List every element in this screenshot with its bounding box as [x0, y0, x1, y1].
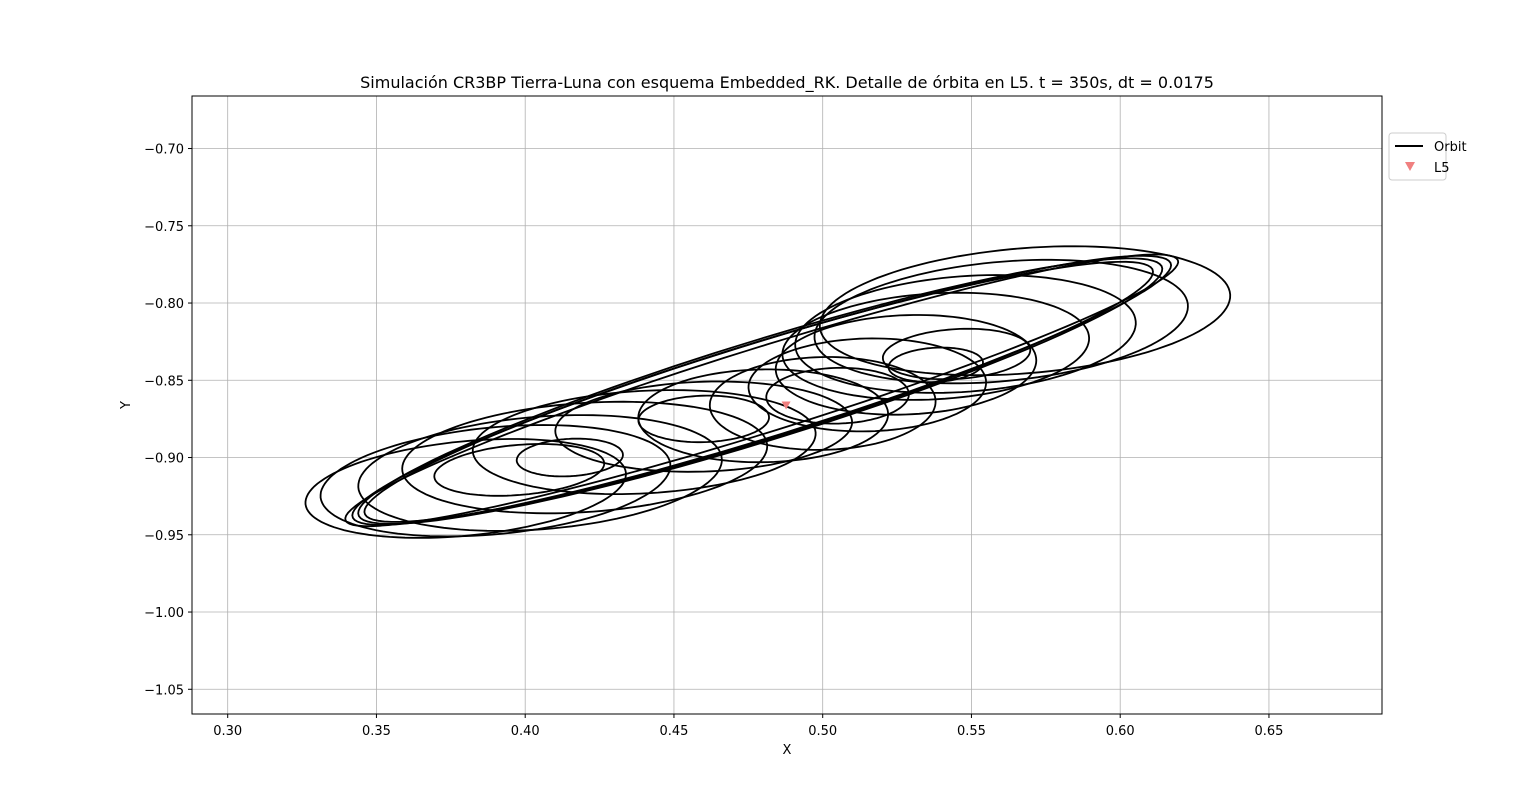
orbit-loop — [882, 327, 1032, 381]
y-tick-label: −0.85 — [144, 374, 184, 389]
orbit-loop — [794, 274, 1137, 394]
legend-orbit-label: Orbit — [1434, 140, 1467, 155]
orbit-loop — [357, 414, 723, 532]
orbit-loop — [637, 394, 770, 444]
x-tick-label: 0.65 — [1254, 724, 1283, 739]
x-tick-label: 0.40 — [511, 724, 540, 739]
y-tick-label: −0.95 — [144, 529, 184, 544]
x-tick-label: 0.60 — [1106, 724, 1135, 739]
legend-l5-marker — [1405, 162, 1415, 171]
orbit-loop — [471, 389, 817, 495]
x-tick-label: 0.55 — [957, 724, 986, 739]
y-axis-label: Y — [119, 401, 134, 410]
orbit-loop — [515, 437, 624, 478]
orbit-loop — [774, 314, 1038, 416]
y-tick-label: −0.75 — [144, 220, 184, 235]
x-tick-label: 0.45 — [659, 724, 688, 739]
orbit-loop — [765, 366, 910, 425]
chart-title: Simulación CR3BP Tierra-Luna con esquema… — [360, 73, 1214, 93]
y-tick-label: −1.00 — [144, 606, 184, 621]
orbit-loop — [747, 337, 988, 433]
x-tick-label: 0.30 — [213, 724, 242, 739]
legend-box — [1388, 132, 1447, 181]
y-tick-label: −0.90 — [144, 452, 184, 467]
orbit-loop — [363, 260, 1154, 523]
x-tick-label: 0.35 — [362, 724, 391, 739]
x-tick-label: 0.50 — [808, 724, 837, 739]
x-axis-label: X — [783, 743, 792, 758]
orbit-loop — [304, 438, 627, 539]
plot-area — [304, 245, 1232, 539]
axis-ticks: 0.30 0.35 0.40 0.45 0.50 0.55 0.60 0.65 −0.70 −0.… — [144, 143, 1283, 739]
orbit-loop — [319, 424, 672, 538]
orbit-loop — [708, 356, 937, 451]
orbit-loop — [554, 380, 854, 473]
grid — [192, 96, 1382, 714]
orbit-loop — [813, 258, 1189, 385]
legend-l5-label: L5 — [1434, 161, 1450, 176]
l5-marker — [781, 401, 791, 410]
y-tick-label: −1.05 — [144, 683, 184, 698]
orbit-loop — [818, 245, 1232, 377]
orbit-loop — [887, 346, 984, 383]
y-tick-label: −0.80 — [144, 297, 184, 312]
orbit-loop — [433, 443, 606, 497]
plot-frame — [191, 95, 1383, 715]
y-tick-label: −0.70 — [144, 143, 184, 158]
legend: Orbit L5 — [1388, 132, 1467, 181]
